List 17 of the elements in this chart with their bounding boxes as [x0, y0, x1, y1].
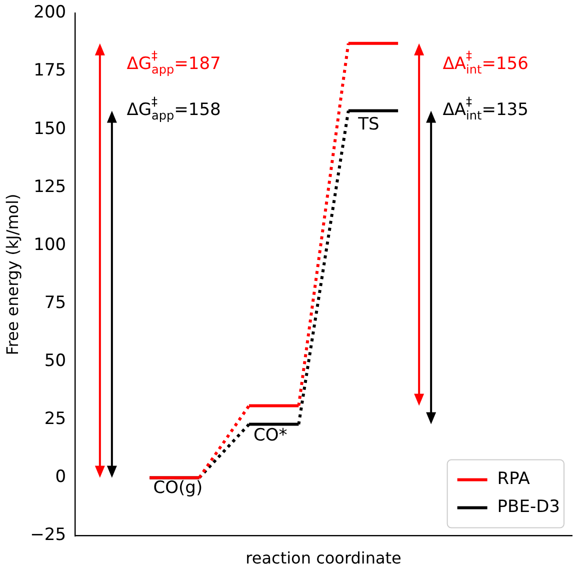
y-tick-label: 75: [44, 292, 66, 313]
y-tick-label: 125: [34, 176, 66, 197]
y-tick-label: −25: [30, 525, 66, 546]
annotation: CO(g): [153, 478, 203, 498]
y-axis-title: Free energy (kJ/mol): [2, 194, 22, 356]
y-tick-label: 25: [44, 409, 66, 430]
y-tick-label: 175: [34, 60, 66, 81]
annotation: CO*: [253, 425, 288, 446]
y-tick-label: 100: [34, 234, 66, 255]
y-tick-label: 0: [55, 467, 66, 488]
y-tick-label: 50: [44, 351, 66, 372]
legend-label: RPA: [497, 469, 530, 490]
y-tick-label: 150: [34, 118, 66, 139]
legend-label: PBE-D3: [497, 497, 560, 518]
annotation: TS: [357, 114, 380, 134]
x-axis-title: reaction coordinate: [246, 548, 402, 568]
y-tick-label: 200: [34, 2, 66, 23]
